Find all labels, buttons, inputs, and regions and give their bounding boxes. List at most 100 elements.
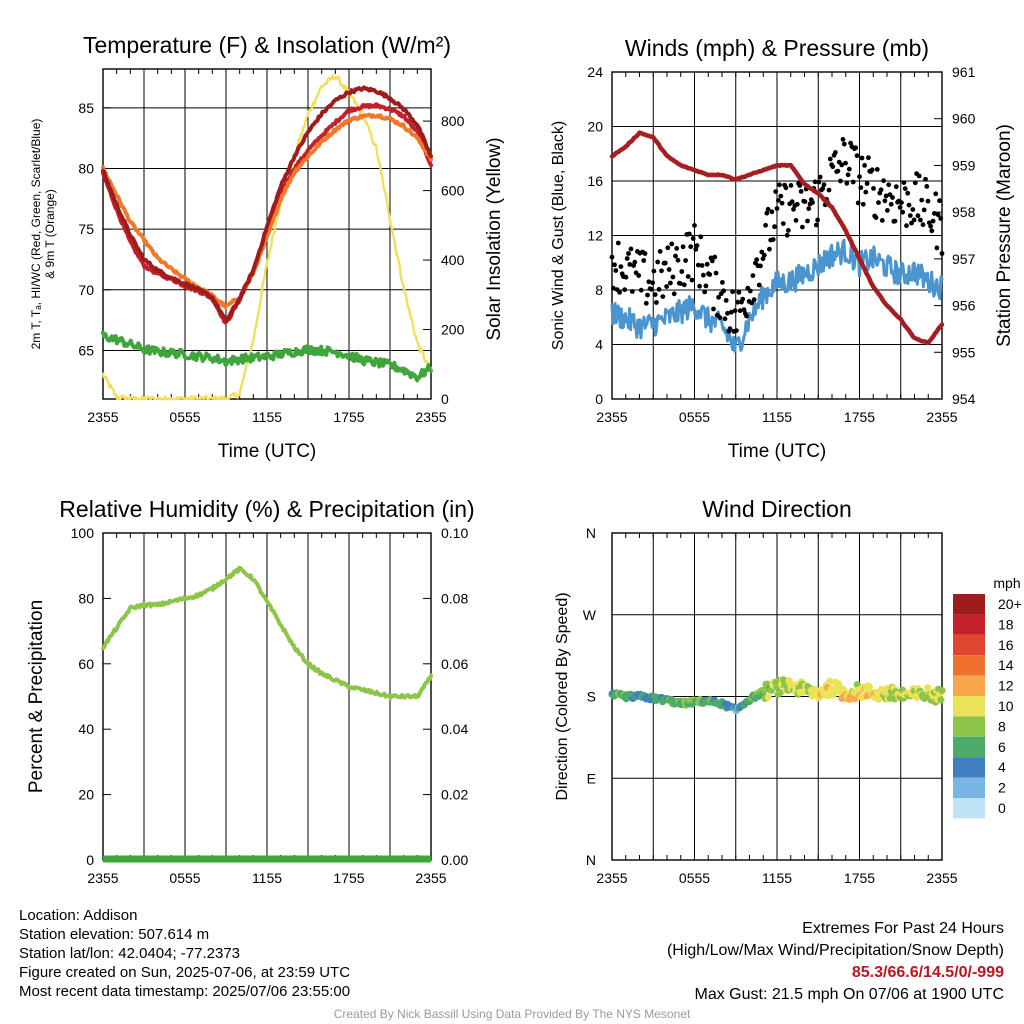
dewpoint-line: [101, 330, 433, 383]
gust-point: [821, 182, 827, 188]
direction-tick-label: S: [587, 689, 596, 705]
x-tick-label: 2355: [415, 870, 446, 886]
gust-point: [629, 289, 635, 294]
extremes-title: Extremes For Past 24 Hours: [802, 920, 1004, 937]
gust-point: [813, 222, 819, 228]
gust-point: [937, 198, 942, 204]
gust-point: [859, 155, 865, 161]
colorbar-swatch: [953, 777, 985, 798]
y-tick-label: 60: [78, 656, 94, 672]
gust-point: [736, 289, 742, 295]
gust-point: [890, 195, 895, 200]
colorbar-swatch: [953, 757, 985, 778]
gust-point: [622, 287, 628, 293]
gust-point: [930, 218, 936, 224]
gust-point: [810, 200, 815, 205]
y-axis-label: & 9m T (Orange): [43, 189, 57, 279]
x-tick-label: 1755: [333, 870, 364, 886]
gust-point: [756, 282, 762, 288]
gust-point: [830, 164, 836, 170]
y2-tick-label: 0: [441, 391, 449, 407]
colorbar-swatch: [953, 594, 985, 615]
gust-point: [858, 185, 864, 191]
colorbar-label: 18: [998, 616, 1014, 632]
gust-point: [670, 274, 676, 280]
gust-point: [740, 296, 746, 302]
gust-point: [929, 228, 935, 234]
gust-point: [843, 160, 848, 166]
gust-point: [673, 253, 678, 259]
gust-point: [779, 200, 785, 206]
gust-point: [765, 206, 771, 212]
colorbar-label: 12: [998, 678, 1014, 694]
gust-point: [758, 263, 763, 269]
gust-point: [904, 223, 909, 229]
gust-point: [805, 218, 810, 224]
gust-point: [716, 294, 721, 300]
gust-point: [912, 180, 918, 186]
y2-axis-label: Station Pressure (Maroon): [994, 124, 1015, 347]
gust-point: [924, 184, 930, 189]
gust-point: [840, 137, 846, 142]
y2-tick-label: 954: [952, 391, 976, 407]
direction-point: [780, 676, 788, 684]
gust-point: [797, 183, 803, 188]
gust-point: [690, 236, 696, 241]
gust-point: [709, 258, 715, 264]
gust-point: [876, 200, 881, 206]
wind-direction-panel: 2355 0555 1155 1755 2355 Wind Direction N E S W N D…: [554, 496, 1022, 886]
gust-point: [761, 252, 767, 258]
gust-point: [674, 246, 680, 251]
gust-point: [747, 288, 753, 294]
gust-point: [882, 198, 888, 204]
direction-point: [826, 677, 834, 685]
gust-point: [806, 206, 812, 212]
gust-point: [689, 277, 695, 283]
gust-point: [666, 267, 672, 272]
gust-point: [624, 256, 630, 261]
gust-point: [643, 300, 649, 306]
gust-point: [626, 251, 631, 256]
winds-panel: 2355 0555 1155 1755 2355 Winds (mph) & Pressu…: [550, 35, 1015, 462]
x-axis-label: Time (UTC): [728, 441, 827, 462]
gust-point: [698, 234, 704, 240]
x-tick-label: 0555: [679, 870, 710, 886]
x-tick-label: 0555: [169, 409, 200, 425]
y2-tick-label: 960: [952, 111, 976, 127]
y-axis-label: Percent & Precipitation: [26, 600, 47, 793]
most-recent-timestamp: Most recent data timestamp: 2025/07/06 2…: [19, 983, 351, 1000]
direction-tick-label: W: [583, 607, 597, 623]
gust-point: [702, 289, 708, 295]
gust-point: [888, 201, 894, 207]
y2-tick-label: 0.04: [441, 721, 468, 737]
y-tick-label: 80: [78, 590, 94, 606]
chart-title: Winds (mph) & Pressure (mb): [625, 35, 929, 61]
credit-line: Created By Nick Bassill Using Data Provi…: [333, 1007, 691, 1021]
gust-point: [652, 292, 658, 297]
gust-point: [826, 187, 832, 193]
gust-point: [681, 282, 687, 288]
gust-point: [907, 213, 913, 219]
gust-point: [855, 200, 861, 206]
gust-point: [902, 186, 908, 192]
gust-point: [610, 285, 616, 291]
pressure-line: [609, 130, 945, 346]
gust-point: [846, 166, 852, 172]
gust-point: [925, 198, 931, 204]
gust-point: [869, 167, 875, 173]
gust-point: [704, 261, 710, 267]
gust-point: [878, 187, 884, 193]
gust-point: [695, 262, 701, 268]
colorbar-label: 16: [998, 637, 1014, 653]
gust-point: [839, 162, 845, 168]
y-tick-label: 0: [595, 391, 603, 407]
y2-tick-label: 0.00: [441, 852, 468, 868]
x-tick-label: 2355: [596, 870, 627, 886]
station-elevation: Station elevation: 507.614 m: [19, 926, 210, 943]
direction-tick-label: N: [586, 525, 596, 541]
gust-point: [627, 262, 633, 267]
gust-point: [905, 190, 911, 196]
gust-point: [938, 216, 944, 221]
gust-point: [732, 308, 738, 314]
